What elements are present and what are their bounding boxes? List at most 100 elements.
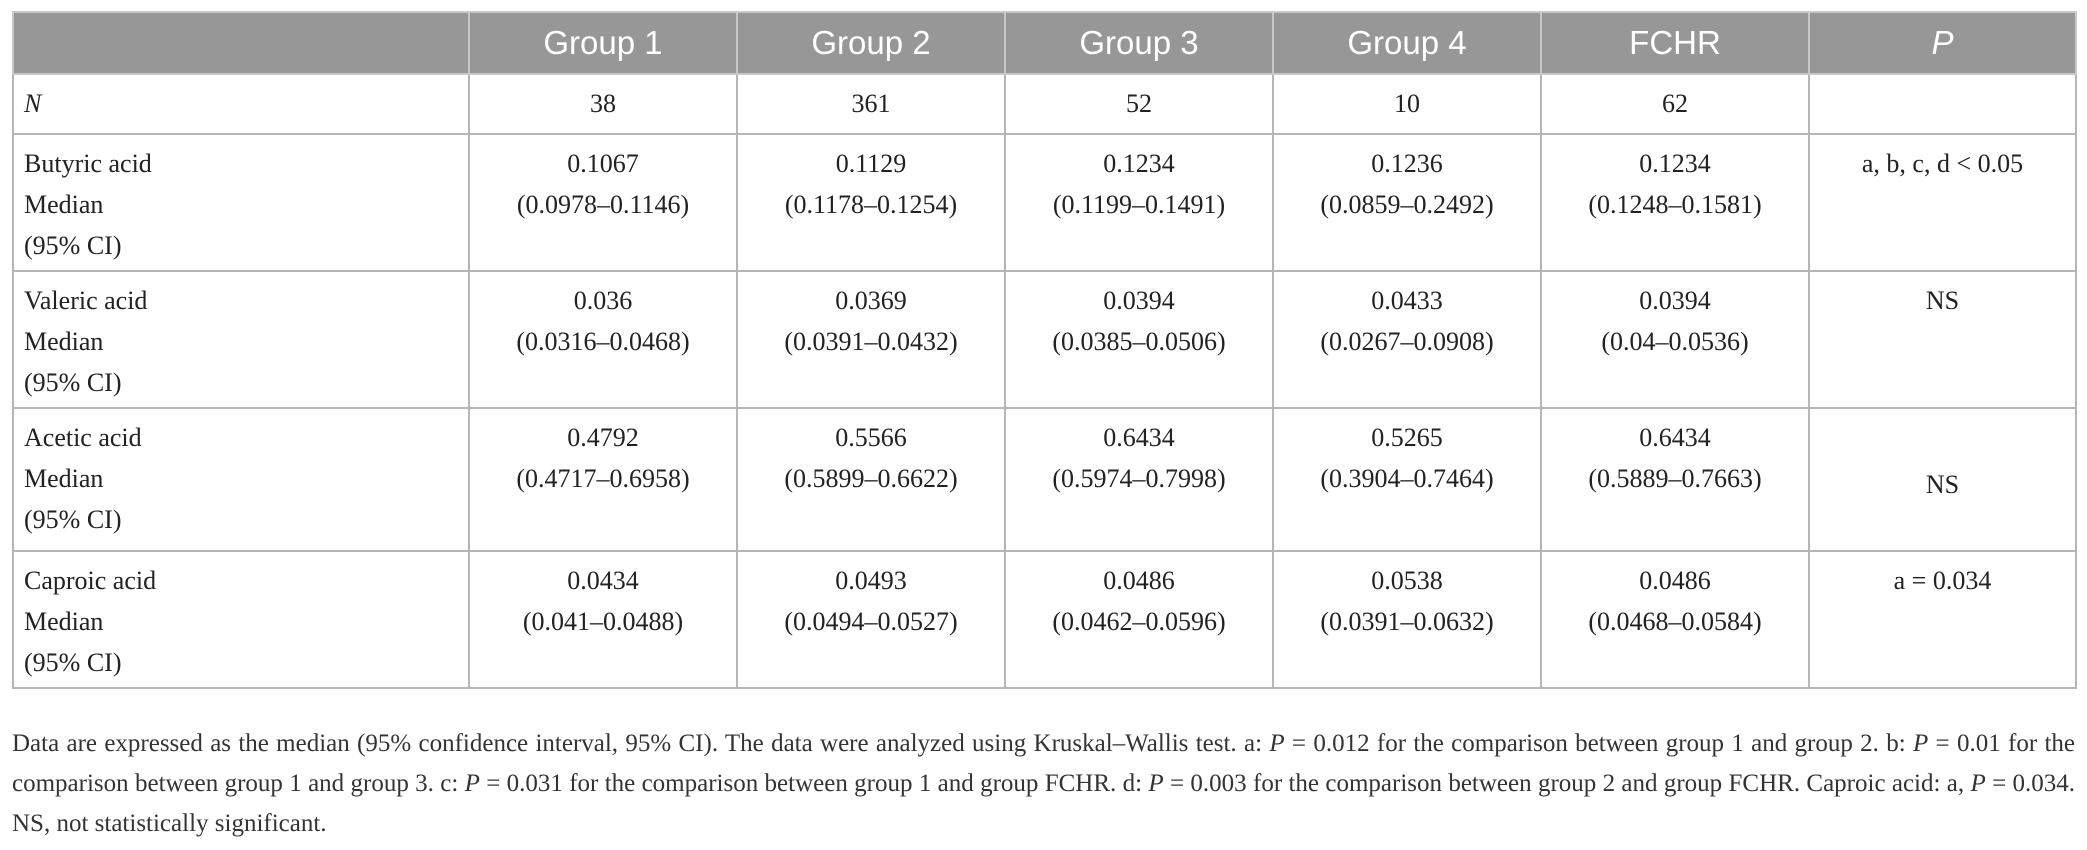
ci-value: (0.0978–0.1146) [516,190,690,219]
data-cell: 0.1236 (0.0859–0.2492) [1272,133,1542,272]
ci-value: (0.1248–0.1581) [1588,190,1762,219]
median-value: 0.6434 [1103,423,1175,452]
median-value: 0.0486 [1103,566,1175,595]
ci-value: (0.5899–0.6622) [784,464,958,493]
data-cell: 0.5566 (0.5899–0.6622) [736,407,1006,552]
footnote-p-symbol: P [1269,730,1285,757]
median-value: 0.1234 [1639,149,1711,178]
n-cell-p [1808,73,2077,135]
results-table-container: Group 1 Group 2 Group 3 Group 4 FCHR P N… [12,11,2077,689]
ci-value: (0.0468–0.0584) [1588,607,1762,636]
ci-value: (0.1199–0.1491) [1052,190,1226,219]
row-label-name: Valeric acid [24,286,148,315]
row-label-name: Butyric acid [24,149,152,178]
ci-value: (0.5974–0.7998) [1052,464,1226,493]
row-label-name: Acetic acid [24,423,142,452]
median-value: 0.0434 [567,566,639,595]
n-cell-group-4: 10 [1272,73,1542,135]
row-label-name: Caproic acid [24,566,157,595]
table-footnote: Data are expressed as the median (95% co… [12,724,2075,844]
data-cell: 0.0394 (0.04–0.0536) [1540,270,1810,409]
row-label-ci: (95% CI) [24,648,122,677]
median-value: 0.1129 [835,149,907,178]
ci-value: (0.0494–0.0527) [784,607,958,636]
table-row-n: N 38 361 52 10 62 [12,73,2077,135]
data-cell: 0.0369 (0.0391–0.0432) [736,270,1006,409]
n-cell-group-3: 52 [1004,73,1274,135]
median-value: 0.036 [573,286,633,315]
median-value: 0.0538 [1371,566,1443,595]
footnote-p-symbol: P [1148,770,1164,797]
table-row-caproic-acid: Caproic acid Median (95% CI) 0.0434 (0.04… [12,550,2077,689]
table-row-butyric-acid: Butyric acid Median (95% CI) 0.1067 (0.09… [12,133,2077,272]
data-cell: 0.6434 (0.5974–0.7998) [1004,407,1274,552]
data-cell: 0.0538 (0.0391–0.0632) [1272,550,1542,689]
median-value: 0.6434 [1639,423,1711,452]
header-cell-group-4: Group 4 [1272,11,1542,75]
data-cell: 0.4792 (0.4717–0.6958) [468,407,738,552]
data-cell: 0.1129 (0.1178–0.1254) [736,133,1006,272]
ci-value: (0.0391–0.0632) [1320,607,1494,636]
median-value: 0.0433 [1371,286,1443,315]
header-row: Group 1 Group 2 Group 3 Group 4 FCHR P [12,11,2077,75]
n-cell-group-1: 38 [468,73,738,135]
row-label-ci: (95% CI) [24,231,122,260]
row-label-butyric-acid: Butyric acid Median (95% CI) [12,133,470,272]
row-label-n: N [12,73,470,135]
footnote-p-symbol: P [1912,730,1929,757]
row-label-ci: (95% CI) [24,505,122,534]
ci-value: (0.041–0.0488) [522,607,684,636]
p-value-cell: a, b, c, d < 0.05 [1808,133,2077,272]
data-cell: 0.0434 (0.041–0.0488) [468,550,738,689]
median-value: 0.0394 [1103,286,1175,315]
ci-value: (0.3904–0.7464) [1320,464,1494,493]
footnote-p-symbol: P [1970,770,1986,797]
row-label-acetic-acid: Acetic acid Median (95% CI) [12,407,470,552]
footnote-text: = 0.031 for the comparison between group… [479,770,1149,797]
median-value: 0.1234 [1103,149,1175,178]
median-value: 0.4792 [567,423,639,452]
data-cell: 0.036 (0.0316–0.0468) [468,270,738,409]
ci-value: (0.0316–0.0468) [516,327,690,356]
median-value: 0.5566 [835,423,907,452]
data-cell: 0.0486 (0.0468–0.0584) [1540,550,1810,689]
median-value: 0.0493 [835,566,907,595]
table-row-valeric-acid: Valeric acid Median (95% CI) 0.036 (0.031… [12,270,2077,409]
row-label-stat: Median [24,464,104,493]
n-cell-group-2: 361 [736,73,1006,135]
footnote-text: = 0.012 for the comparison between group… [1284,730,1913,757]
header-cell-group-2: Group 2 [736,11,1006,75]
header-cell-group-1: Group 1 [468,11,738,75]
median-value: 0.1236 [1371,149,1443,178]
header-cell-p: P [1808,11,2077,75]
median-value: 0.0486 [1639,566,1711,595]
ci-value: (0.04–0.0536) [1601,327,1749,356]
data-cell: 0.1234 (0.1199–0.1491) [1004,133,1274,272]
data-cell: 0.1234 (0.1248–0.1581) [1540,133,1810,272]
footnote-text: = 0.01 for the comparison between group … [12,730,2075,797]
header-cell-group-3: Group 3 [1004,11,1274,75]
n-cell-fchr: 62 [1540,73,1810,135]
ci-value: (0.0391–0.0432) [784,327,958,356]
data-cell: 0.5265 (0.3904–0.7464) [1272,407,1542,552]
p-value-cell: NS [1808,407,2077,552]
footnote-text: = 0.003 for the comparison between group… [1163,770,1971,797]
median-value: 0.1067 [567,149,639,178]
row-label-stat: Median [24,190,104,219]
footnote-text: Data are expressed as the median (95% co… [12,730,1270,757]
data-cell: 0.6434 (0.5889–0.7663) [1540,407,1810,552]
ci-value: (0.0267–0.0908) [1320,327,1494,356]
row-label-ci: (95% CI) [24,368,122,397]
row-label-caproic-acid: Caproic acid Median (95% CI) [12,550,470,689]
data-cell: 0.0486 (0.0462–0.0596) [1004,550,1274,689]
data-cell: 0.0394 (0.0385–0.0506) [1004,270,1274,409]
row-label-valeric-acid: Valeric acid Median (95% CI) [12,270,470,409]
table-row-acetic-acid: Acetic acid Median (95% CI) 0.4792 (0.471… [12,407,2077,552]
median-value: 0.0394 [1639,286,1711,315]
data-cell: 0.0433 (0.0267–0.0908) [1272,270,1542,409]
median-value: 0.5265 [1371,423,1443,452]
p-value-cell: NS [1808,270,2077,409]
p-value-cell: a = 0.034 [1808,550,2077,689]
ci-value: (0.5889–0.7663) [1588,464,1762,493]
footnote-p-symbol: P [464,770,480,797]
